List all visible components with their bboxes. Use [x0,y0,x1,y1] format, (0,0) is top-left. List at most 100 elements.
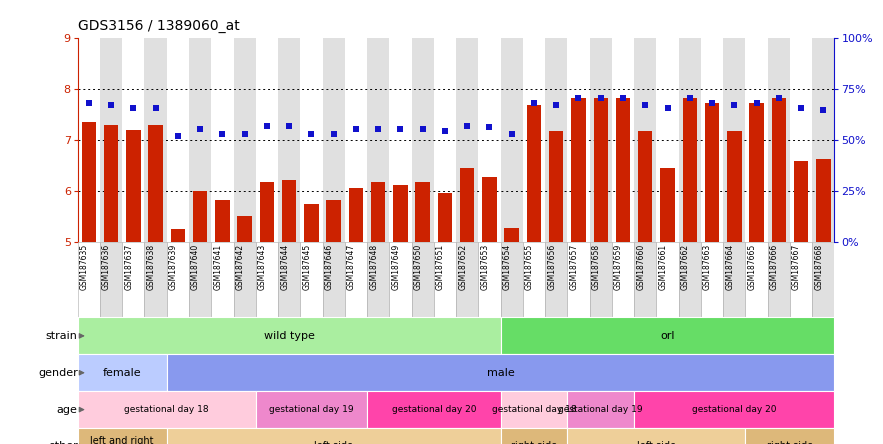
Bar [211,38,233,242]
Text: GSM187639: GSM187639 [169,244,177,290]
Bar [660,168,675,242]
Text: GSM187644: GSM187644 [280,244,289,290]
Bar [327,200,341,242]
Bar [568,242,590,317]
Point [527,99,541,107]
Bar [81,122,96,242]
Text: GSM187645: GSM187645 [302,244,312,290]
Text: GSM187657: GSM187657 [570,244,578,290]
Bar [545,38,568,242]
Text: GSM187652: GSM187652 [458,244,467,290]
Bar [256,242,278,317]
Point [683,95,697,102]
Point [170,132,185,139]
Bar [683,98,697,242]
Text: GSM187663: GSM187663 [703,244,712,290]
Text: GSM187656: GSM187656 [547,244,556,290]
Point [705,99,719,107]
Bar [634,242,656,317]
Text: wild type: wild type [264,331,314,341]
Bar [794,161,808,242]
Bar [501,391,568,428]
Bar [590,38,612,242]
Point [571,95,585,102]
Text: GSM187646: GSM187646 [325,244,334,290]
Bar [393,185,408,242]
Bar [233,242,256,317]
Text: GSM187668: GSM187668 [814,244,823,290]
Point [282,122,296,129]
Bar [78,38,100,242]
Point [148,105,162,112]
Text: GSM187660: GSM187660 [637,244,645,290]
Bar [322,38,344,242]
Bar [701,38,723,242]
Bar [812,38,834,242]
Bar [78,354,167,391]
Bar [727,131,742,242]
Bar [460,168,474,242]
Text: GSM187655: GSM187655 [525,244,534,290]
Bar [415,182,430,242]
Bar [371,182,385,242]
Bar [278,38,300,242]
Bar [438,194,452,242]
Text: GSM187665: GSM187665 [748,244,757,290]
Bar [122,242,145,317]
Point [238,130,252,137]
Text: left and right
side: left and right side [90,436,154,444]
Bar [389,242,411,317]
Bar [549,131,563,242]
Bar [723,38,745,242]
Bar [278,242,300,317]
Bar [545,242,568,317]
Point [82,99,96,107]
Bar [767,38,790,242]
Point [728,102,742,109]
Text: gestational day 20: gestational day 20 [692,405,776,414]
Text: gestational day 18: gestational day 18 [125,405,209,414]
Text: age: age [57,404,78,415]
Point [794,105,808,112]
Bar [344,38,367,242]
Text: GSM187658: GSM187658 [592,244,600,290]
Bar [215,200,230,242]
Bar [615,98,630,242]
Point [593,95,608,102]
Point [438,127,452,134]
Text: GSM187648: GSM187648 [369,244,378,290]
Point [460,122,474,129]
Bar [300,242,322,317]
Bar [367,242,389,317]
Bar [126,130,140,242]
Bar [679,242,701,317]
Bar [457,38,479,242]
Text: GSM187653: GSM187653 [480,244,489,290]
Point [371,125,385,132]
Bar [593,98,608,242]
Bar [300,38,322,242]
Bar [656,242,679,317]
Bar [767,242,790,317]
Bar [148,125,162,242]
Bar [568,38,590,242]
Bar [456,242,479,317]
Point [772,95,786,102]
Bar [590,242,612,317]
Bar [634,391,834,428]
Bar [816,159,831,242]
Text: GSM187654: GSM187654 [502,244,512,290]
Bar [571,98,585,242]
Bar [322,242,344,317]
Text: gestational day 19: gestational day 19 [269,405,354,414]
Bar [233,38,256,242]
Point [327,130,341,137]
Bar [367,38,389,242]
Bar [479,242,501,317]
Bar [282,180,297,242]
Bar [78,317,501,354]
Text: GSM187640: GSM187640 [191,244,200,290]
Point [215,130,230,137]
Point [505,130,519,137]
Text: GSM187637: GSM187637 [125,244,133,290]
